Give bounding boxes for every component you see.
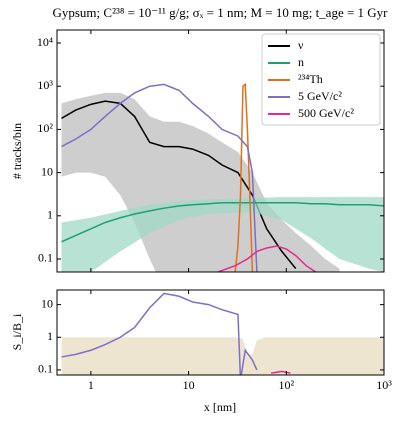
series-line [234, 82, 254, 272]
series-line [217, 245, 317, 272]
plot-area [61, 292, 384, 375]
y-tick-label: 10 [41, 296, 53, 310]
uncertainty-band [61, 92, 340, 272]
x-tick-label: 10 [183, 378, 195, 392]
x-tick-label: 10² [278, 378, 294, 392]
y-tick-label: 10 [41, 164, 53, 178]
legend-box [261, 33, 381, 126]
plot-area [61, 82, 384, 272]
uncertainty-band [61, 337, 384, 375]
y-tick-label: 10⁴ [37, 35, 53, 49]
x-axis-label: x [nm] [204, 400, 236, 414]
y-tick-label: 0.1 [38, 362, 53, 376]
legend-label: 500 GeV/c² [298, 106, 354, 120]
y-axis-label: # tracks/bin [10, 123, 24, 179]
legend-label: ν [298, 38, 304, 52]
plot-frame [56, 29, 385, 273]
x-tick-label: 10³ [376, 378, 392, 392]
y-tick-label: 1 [47, 208, 53, 222]
series-line [61, 83, 258, 272]
y-axis-label: S_i/B_i [10, 313, 24, 350]
y-tick-label: 10³ [37, 78, 53, 92]
series-line [61, 292, 258, 375]
legend-label: 5 GeV/c² [298, 89, 342, 103]
y-tick-label: 10² [37, 121, 53, 135]
y-tick-label: 1 [47, 329, 53, 343]
x-tick-label: 1 [88, 378, 94, 392]
legend-label: ²³⁴Th [298, 72, 323, 86]
chart-title: Gypsum; C²³⁸ = 10⁻¹¹ g/g; σₓ = 1 nm; M =… [52, 5, 388, 20]
legend-label: n [298, 55, 304, 69]
plot-frame [56, 289, 385, 376]
uncertainty-band [61, 197, 384, 272]
series-line [61, 202, 384, 243]
series-line [271, 370, 291, 374]
y-tick-label: 0.1 [38, 251, 53, 265]
